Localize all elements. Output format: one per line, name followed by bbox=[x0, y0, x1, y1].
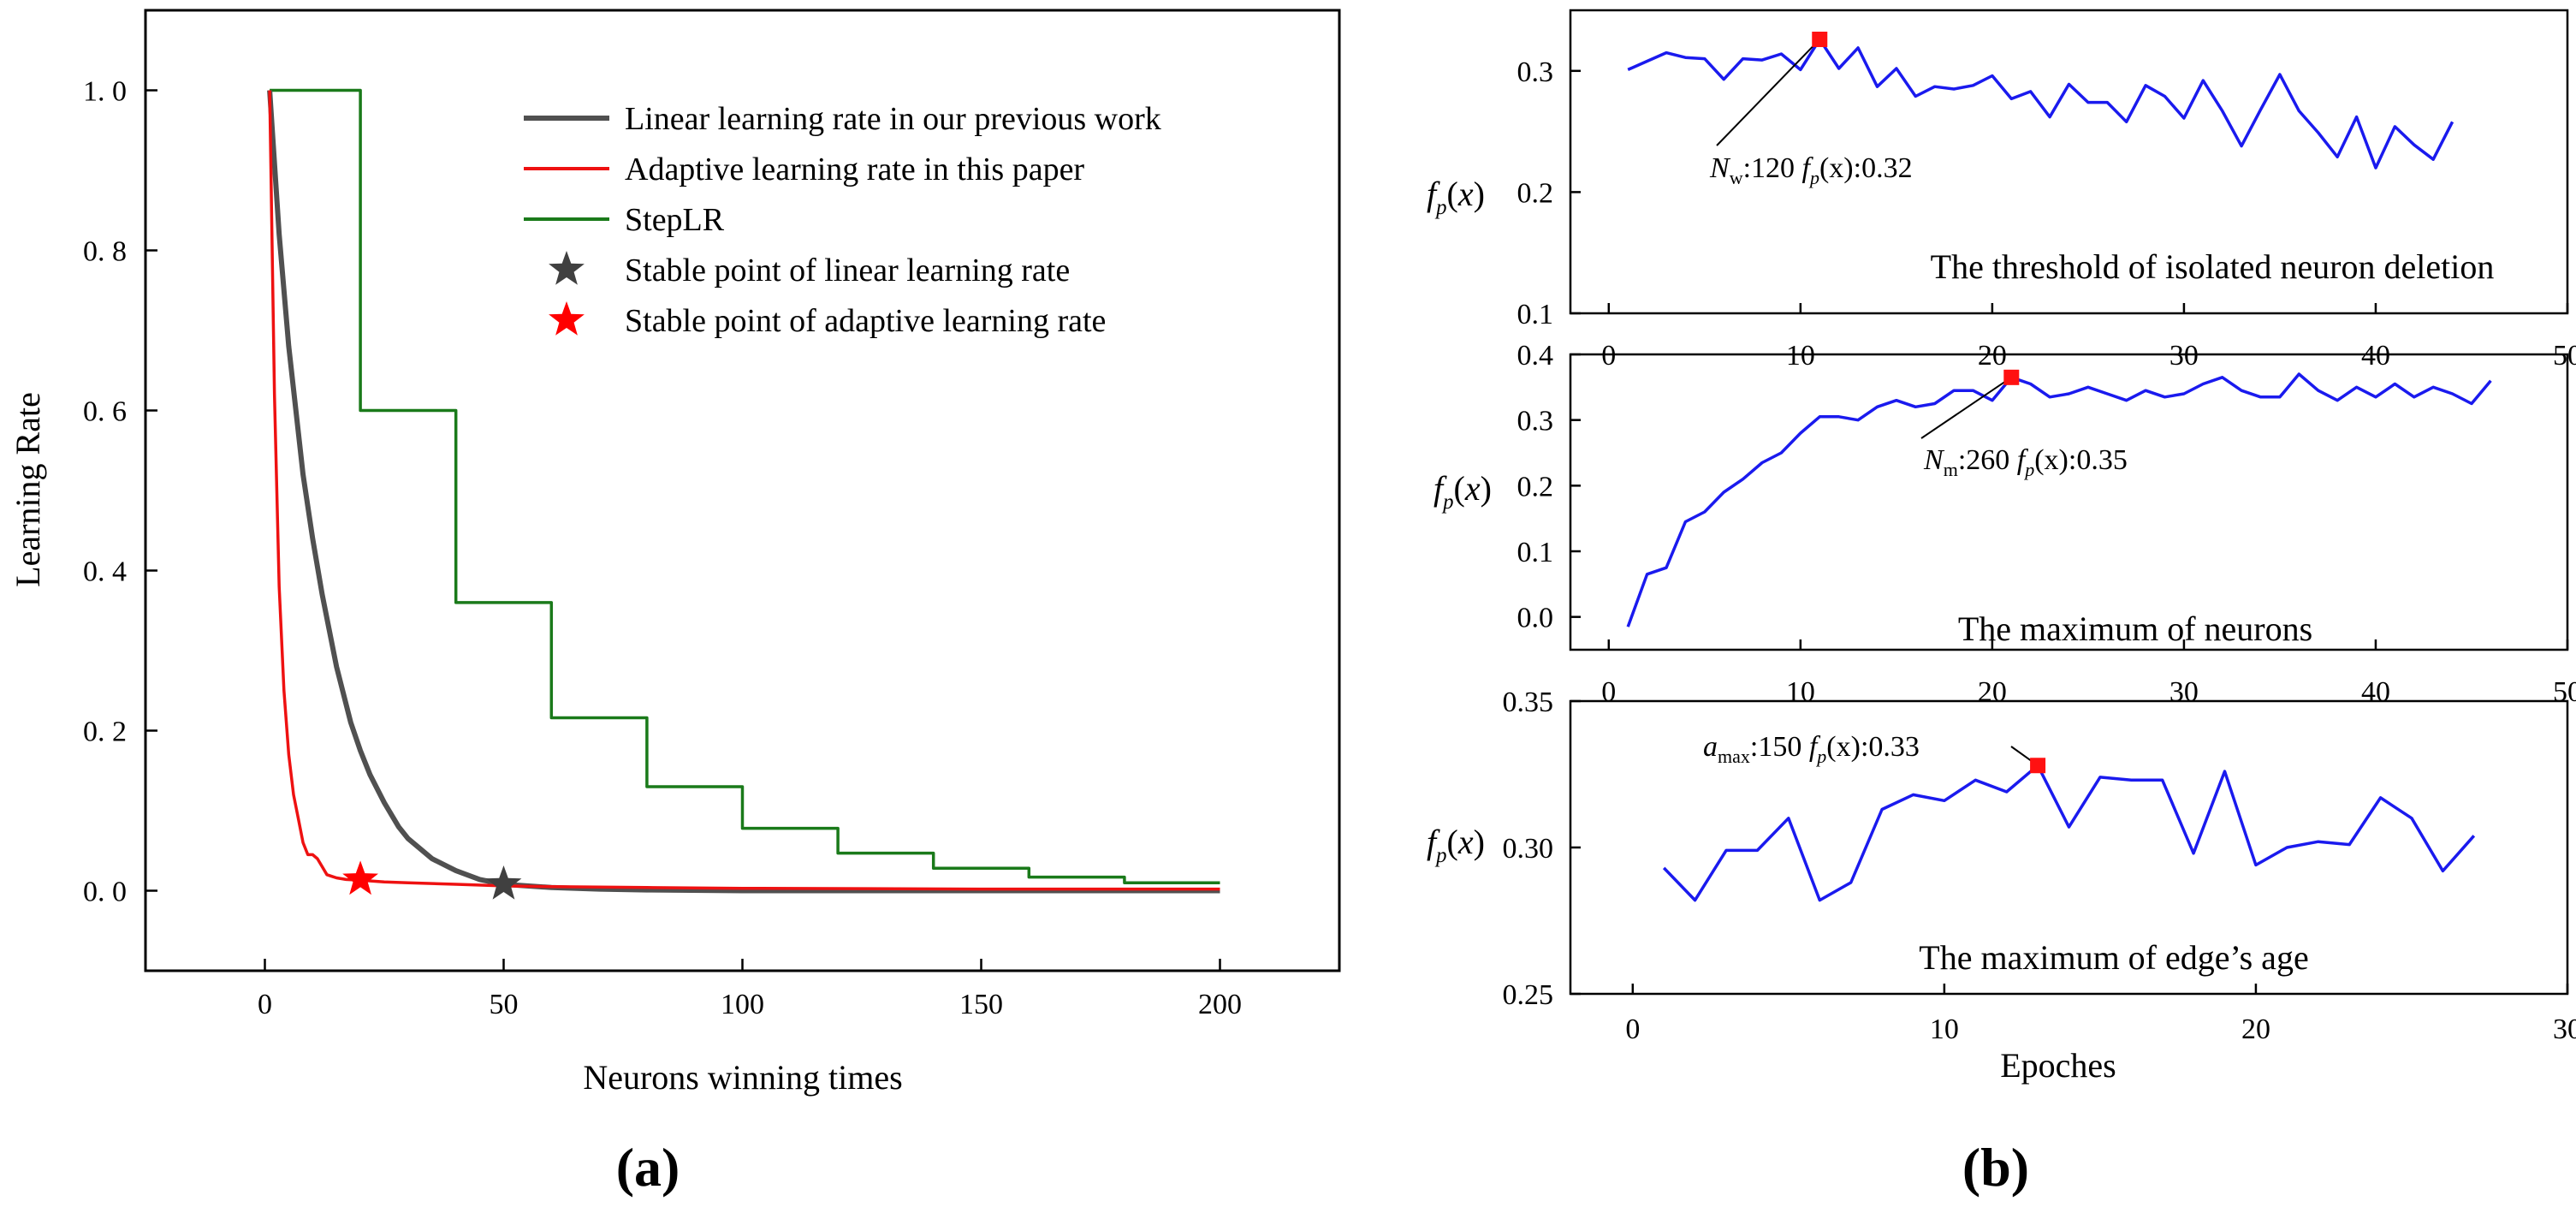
x-axis-label: Epoches bbox=[2000, 1046, 2116, 1085]
caption-a: (a) bbox=[616, 1137, 680, 1198]
y-tick-label: 0. 8 bbox=[83, 236, 127, 268]
y-tick-label: 0.4 bbox=[1517, 340, 1554, 372]
y-axis-label: fp(x) bbox=[1427, 175, 1485, 219]
x-tick-label: 20 bbox=[2241, 1014, 2270, 1045]
legend-label-steplr: StepLR bbox=[625, 202, 725, 238]
axis-ticks: 0 50 100 150 200 0. 0 0. 2 0. 4 0. 6 0. 8 1. 0 bbox=[83, 76, 1242, 1021]
plot-frame bbox=[1569, 353, 2569, 651]
y-tick-label: 0.1 bbox=[1517, 299, 1554, 330]
peak-annotation-text: Nw:120 fp(x):0.32 bbox=[1709, 152, 1913, 188]
peak-marker bbox=[1812, 31, 1828, 47]
annotation-leader-line bbox=[1716, 39, 1820, 146]
x-axis-label: Neurons winning times bbox=[583, 1058, 902, 1097]
series-group bbox=[267, 88, 1220, 894]
panel-b1-chart: 0 10 20 30 40 50 0.1 0.2 0.3 The threshold of is… bbox=[1427, 9, 2576, 372]
y-tick-label: 1. 0 bbox=[83, 76, 127, 108]
legend-label-adaptive: Adaptive learning rate in this paper bbox=[625, 152, 1084, 187]
peak-annotation: Nm:260 fp(x):0.35 bbox=[1920, 369, 2128, 480]
y-tick-label: 0. 2 bbox=[83, 717, 127, 748]
x-tick-label: 40 bbox=[2361, 676, 2390, 708]
x-tick-label: 50 bbox=[2553, 676, 2576, 708]
legend-label-stable-linear: Stable point of linear learning rate bbox=[625, 253, 1070, 288]
y-tick-label: 0.25 bbox=[1503, 979, 1554, 1011]
panel-b2-chart: 0 10 20 30 40 50 0.0 0.1 0.2 0.3 0.4 The maximum o… bbox=[1433, 340, 2576, 708]
y-tick-label: 0.1 bbox=[1517, 537, 1554, 568]
legend-label-linear: Linear learning rate in our previous wor… bbox=[625, 101, 1161, 137]
series-line-linear bbox=[267, 90, 1220, 894]
axis-ticks: 0 10 20 30 40 50 0.0 0.1 0.2 0.3 0.4 bbox=[1517, 340, 2576, 708]
x-tick-label: 30 bbox=[2169, 676, 2199, 708]
peak-annotation-text: amax:150 fp(x):0.33 bbox=[1703, 731, 1920, 767]
x-tick-label: 0 bbox=[1601, 340, 1616, 372]
peak-annotation: amax:150 fp(x):0.33 bbox=[1703, 731, 2046, 774]
legend-label-stable-adaptive: Stable point of adaptive learning rate bbox=[625, 303, 1106, 339]
x-tick-label: 200 bbox=[1198, 989, 1242, 1020]
y-tick-label: 0.2 bbox=[1517, 177, 1554, 209]
series-group bbox=[1626, 372, 2492, 627]
caption-b: (b) bbox=[1962, 1137, 2029, 1198]
legend-star-adaptive bbox=[549, 301, 585, 336]
x-tick-label: 10 bbox=[1786, 676, 1815, 708]
x-tick-label: 0 bbox=[1601, 676, 1616, 708]
peak-annotation: Nw:120 fp(x):0.32 bbox=[1709, 31, 1913, 188]
axis-ticks: 0 10 20 30 0.25 0.30 0.35 bbox=[1503, 687, 2576, 1045]
stable-point-star-linear bbox=[485, 865, 522, 900]
peak-marker bbox=[2003, 369, 2020, 385]
panel-a-chart: 0 50 100 150 200 0. 0 0. 2 0. 4 0. 6 0. 8 1. 0 Lin… bbox=[9, 9, 1341, 1097]
y-tick-label: 0. 4 bbox=[83, 556, 127, 588]
y-tick-label: 0.35 bbox=[1503, 687, 1554, 718]
legend-star-linear bbox=[549, 251, 585, 285]
y-tick-label: 0. 0 bbox=[83, 877, 127, 908]
series-group bbox=[1662, 764, 2476, 902]
series-line bbox=[1662, 764, 2476, 902]
x-tick-label: 0 bbox=[258, 989, 272, 1020]
y-tick-label: 0.0 bbox=[1517, 603, 1554, 634]
y-axis-label-text: fp(x) bbox=[1427, 823, 1485, 867]
series-line-steplr bbox=[270, 88, 1220, 884]
y-axis-label-text: fp(x) bbox=[1427, 175, 1485, 219]
x-tick-label: 0 bbox=[1625, 1014, 1640, 1045]
y-tick-label: 0.2 bbox=[1517, 471, 1554, 502]
peak-marker bbox=[2030, 758, 2046, 774]
y-axis-label-text: fp(x) bbox=[1433, 469, 1492, 514]
peak-annotation-text: Nm:260 fp(x):0.35 bbox=[1923, 444, 2128, 480]
x-tick-label: 50 bbox=[490, 989, 519, 1020]
stable-point-star-adaptive bbox=[342, 860, 378, 895]
y-tick-label: 0.30 bbox=[1503, 833, 1554, 865]
y-tick-label: 0.3 bbox=[1517, 406, 1554, 437]
plot-frame bbox=[1569, 9, 2569, 315]
y-axis-label: fp(x) bbox=[1427, 823, 1485, 867]
series-line bbox=[1627, 38, 2454, 169]
subplot-title: The threshold of isolated neuron deletio… bbox=[1931, 247, 2495, 286]
panel-b3-chart: 0 10 20 30 0.25 0.30 0.35 The maximum of edge’… bbox=[1427, 687, 2576, 1085]
y-tick-label: 0. 6 bbox=[83, 396, 127, 428]
subplot-title: The maximum of edge’s age bbox=[1919, 938, 2308, 977]
y-axis-label: Learning Rate bbox=[9, 392, 47, 587]
series-line bbox=[1626, 372, 2492, 627]
subplot-title: The maximum of neurons bbox=[1958, 609, 2312, 648]
x-tick-label: 150 bbox=[959, 989, 1003, 1020]
x-tick-label: 20 bbox=[1978, 676, 2007, 708]
marker-group bbox=[342, 860, 522, 900]
x-tick-label: 20 bbox=[1978, 340, 2007, 372]
series-group bbox=[1627, 38, 2454, 169]
x-tick-label: 10 bbox=[1786, 340, 1815, 372]
series-line-adaptive bbox=[268, 90, 1220, 891]
x-tick-label: 30 bbox=[2553, 1014, 2576, 1045]
annotation-leader-line bbox=[1920, 377, 2012, 439]
x-tick-label: 30 bbox=[2169, 340, 2199, 372]
x-tick-label: 100 bbox=[721, 989, 764, 1020]
axis-ticks: 0 10 20 30 40 50 0.1 0.2 0.3 bbox=[1517, 56, 2576, 372]
y-axis-label: fp(x) bbox=[1433, 469, 1492, 514]
y-tick-label: 0.3 bbox=[1517, 56, 1554, 88]
x-tick-label: 40 bbox=[2361, 340, 2390, 372]
legend: Linear learning rate in our previous wor… bbox=[524, 101, 1161, 339]
x-tick-label: 50 bbox=[2553, 340, 2576, 372]
x-tick-label: 10 bbox=[1930, 1014, 1959, 1045]
